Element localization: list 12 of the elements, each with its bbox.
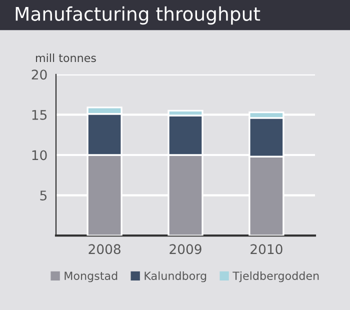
x-tick-label: 2008	[88, 244, 120, 254]
y-tick-label: 20	[32, 70, 47, 80]
legend-label: Kalundborg	[144, 271, 206, 282]
x-tick-label: 2010	[250, 244, 282, 254]
legend-label: Mongstad	[64, 271, 118, 282]
y-tick-label: 15	[32, 110, 47, 120]
y-tick-label: 10	[32, 150, 47, 160]
x-tick-label: 2009	[170, 244, 202, 254]
y-axis-title: mill tonnes	[36, 54, 96, 62]
chart-title: Manufacturing throughput	[16, 6, 260, 25]
y-tick-label: 5	[40, 190, 47, 200]
legend-label: Tjeldbergodden	[232, 271, 319, 282]
